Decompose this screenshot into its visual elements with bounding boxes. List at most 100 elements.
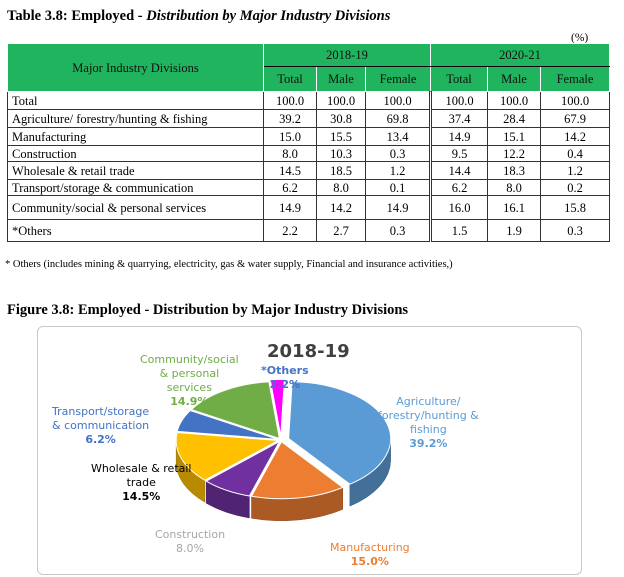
label-community-line2: & personal — [159, 367, 220, 380]
label-community-line3: services — [166, 381, 212, 394]
label-construction: Construction 8.0% — [155, 528, 225, 556]
label-agriculture-line3: fishing — [410, 423, 447, 436]
table-cell: 8.0 — [487, 179, 541, 196]
figure-title: Figure 3.8: Employed - Distribution by M… — [7, 302, 409, 318]
table-cell: 10.3 — [316, 145, 366, 162]
table-cell: 28.4 — [487, 109, 541, 128]
group-header-2020: 2020-21 — [430, 43, 610, 67]
table-cell: 14.2 — [540, 127, 610, 146]
label-agriculture-line2: forestry/hunting & — [378, 409, 479, 422]
table-cell: 12.2 — [487, 145, 541, 162]
table-cell: 0.3 — [365, 219, 431, 242]
label-manufacturing: Manufacturing 15.0% — [330, 541, 410, 569]
pie-slice — [176, 409, 279, 440]
label-construction-value: 8.0% — [176, 542, 204, 555]
table-cell: 100.0 — [540, 91, 610, 110]
label-community-line1: Community/social — [140, 353, 239, 366]
table-cell: 67.9 — [540, 109, 610, 128]
table-cell: 100.0 — [263, 91, 317, 110]
label-agriculture: Agriculture/ forestry/hunting & fishing … — [378, 395, 479, 451]
table-cell: 9.5 — [429, 145, 488, 162]
subheader-female: Female — [540, 66, 610, 92]
table-cell: 18.5 — [316, 161, 366, 180]
label-transport-value: 6.2% — [85, 433, 116, 446]
pie-slice — [190, 381, 281, 440]
pie-slice — [250, 441, 344, 500]
industry-table: Major Industry Divisions 2018-19 2020-21… — [7, 43, 610, 242]
label-wholesale: Wholesale & retail trade 14.5% — [91, 462, 191, 504]
table-title: Table 3.8: Employed - Distribution by Ma… — [7, 8, 390, 25]
table-cell: 39.2 — [263, 109, 317, 128]
table-cell: 16.1 — [487, 195, 541, 220]
table-title-italic: Distribution by Major Industry Divisions — [146, 8, 391, 24]
table-cell: 0.3 — [365, 145, 431, 162]
table-row: Manufacturing 15.0 15.5 13.4 14.9 15.1 14.2 — [7, 127, 610, 146]
subheader-male: Male — [487, 66, 541, 92]
row-label: Community/social & personal services — [7, 195, 264, 220]
pie-slice — [288, 381, 392, 485]
table-cell: 15.5 — [316, 127, 366, 146]
table-cell: 1.5 — [429, 219, 488, 242]
label-manufacturing-value: 15.0% — [350, 555, 389, 568]
table-cell: 0.4 — [540, 145, 610, 162]
subheader-total: Total — [430, 66, 488, 92]
table-cell: 30.8 — [316, 109, 366, 128]
table-cell: 13.4 — [365, 127, 431, 146]
table-cell: 1.2 — [540, 161, 610, 180]
label-transport-line2: & communication — [52, 419, 150, 432]
label-wholesale-line1: Wholesale & retail — [91, 462, 192, 475]
table-cell: 0.1 — [365, 179, 431, 196]
table-cell: 2.2 — [263, 219, 317, 242]
table-cell: 18.3 — [487, 161, 541, 180]
column-header-divisions: Major Industry Divisions — [7, 43, 264, 92]
pie-chart — [175, 378, 392, 522]
table-cell: 100.0 — [487, 91, 541, 110]
label-construction-line1: Construction — [155, 528, 226, 541]
table-cell: 100.0 — [316, 91, 366, 110]
table-row: Wholesale & retail trade 14.5 18.5 1.2 14.4 1… — [7, 161, 610, 180]
label-wholesale-line2: trade — [126, 476, 156, 489]
table-row: *Others 2.2 2.7 0.3 1.5 1.9 0.3 — [7, 219, 610, 242]
pie-chart-panel: 2018-19 Agriculture/ forestry/hunting & … — [37, 326, 582, 575]
table-cell: 14.9 — [263, 195, 317, 220]
table-cell: 16.0 — [429, 195, 488, 220]
table-cell: 69.8 — [365, 109, 431, 128]
row-label: Agriculture/ forestry/hunting & fishing — [7, 109, 264, 128]
table-cell: 37.4 — [429, 109, 488, 128]
row-label: Manufacturing — [7, 127, 264, 146]
table-cell: 14.9 — [365, 195, 431, 220]
label-manufacturing-line1: Manufacturing — [330, 541, 410, 554]
label-community: Community/social & personal services 14.… — [140, 353, 239, 409]
table-row: Agriculture/ forestry/hunting & fishing 3… — [7, 109, 610, 128]
pie-slice — [205, 440, 281, 497]
table-cell: 6.2 — [429, 179, 488, 196]
table-cell: 2.7 — [316, 219, 366, 242]
label-agriculture-line1: Agriculture/ — [396, 395, 461, 408]
table-cell: 8.0 — [263, 145, 317, 162]
table-cell: 100.0 — [365, 91, 431, 110]
unit-label: (%) — [571, 32, 589, 44]
table-cell: 14.2 — [316, 195, 366, 220]
label-transport: Transport/storage & communication 6.2% — [52, 405, 149, 447]
label-others-value: 2.2% — [269, 378, 301, 391]
row-label: Transport/storage & communication — [7, 179, 264, 196]
table-cell: 0.3 — [540, 219, 610, 242]
table-cell: 8.0 — [316, 179, 366, 196]
row-label: Total — [7, 91, 264, 110]
table-cell: 6.2 — [263, 179, 317, 196]
label-agriculture-value: 39.2% — [409, 437, 448, 450]
table-cell: 15.8 — [540, 195, 610, 220]
table-cell: 14.9 — [429, 127, 488, 146]
table-title-prefix: Table 3.8: Employed - — [7, 8, 147, 24]
table-footnote: * Others (includes mining & quarrying, e… — [5, 259, 453, 270]
table-row: Community/social & personal services 14.9… — [7, 195, 610, 220]
table-cell: 15.0 — [263, 127, 317, 146]
label-community-value: 14.9% — [170, 395, 209, 408]
subheader-total: Total — [263, 66, 317, 92]
subheader-male: Male — [316, 66, 366, 92]
table-cell: 14.4 — [429, 161, 488, 180]
pie-slice — [175, 431, 280, 481]
label-others: *Others 2.2% — [261, 364, 309, 392]
label-transport-line1: Transport/storage — [52, 405, 150, 418]
table-row: Construction 8.0 10.3 0.3 9.5 12.2 0.4 — [7, 145, 610, 162]
